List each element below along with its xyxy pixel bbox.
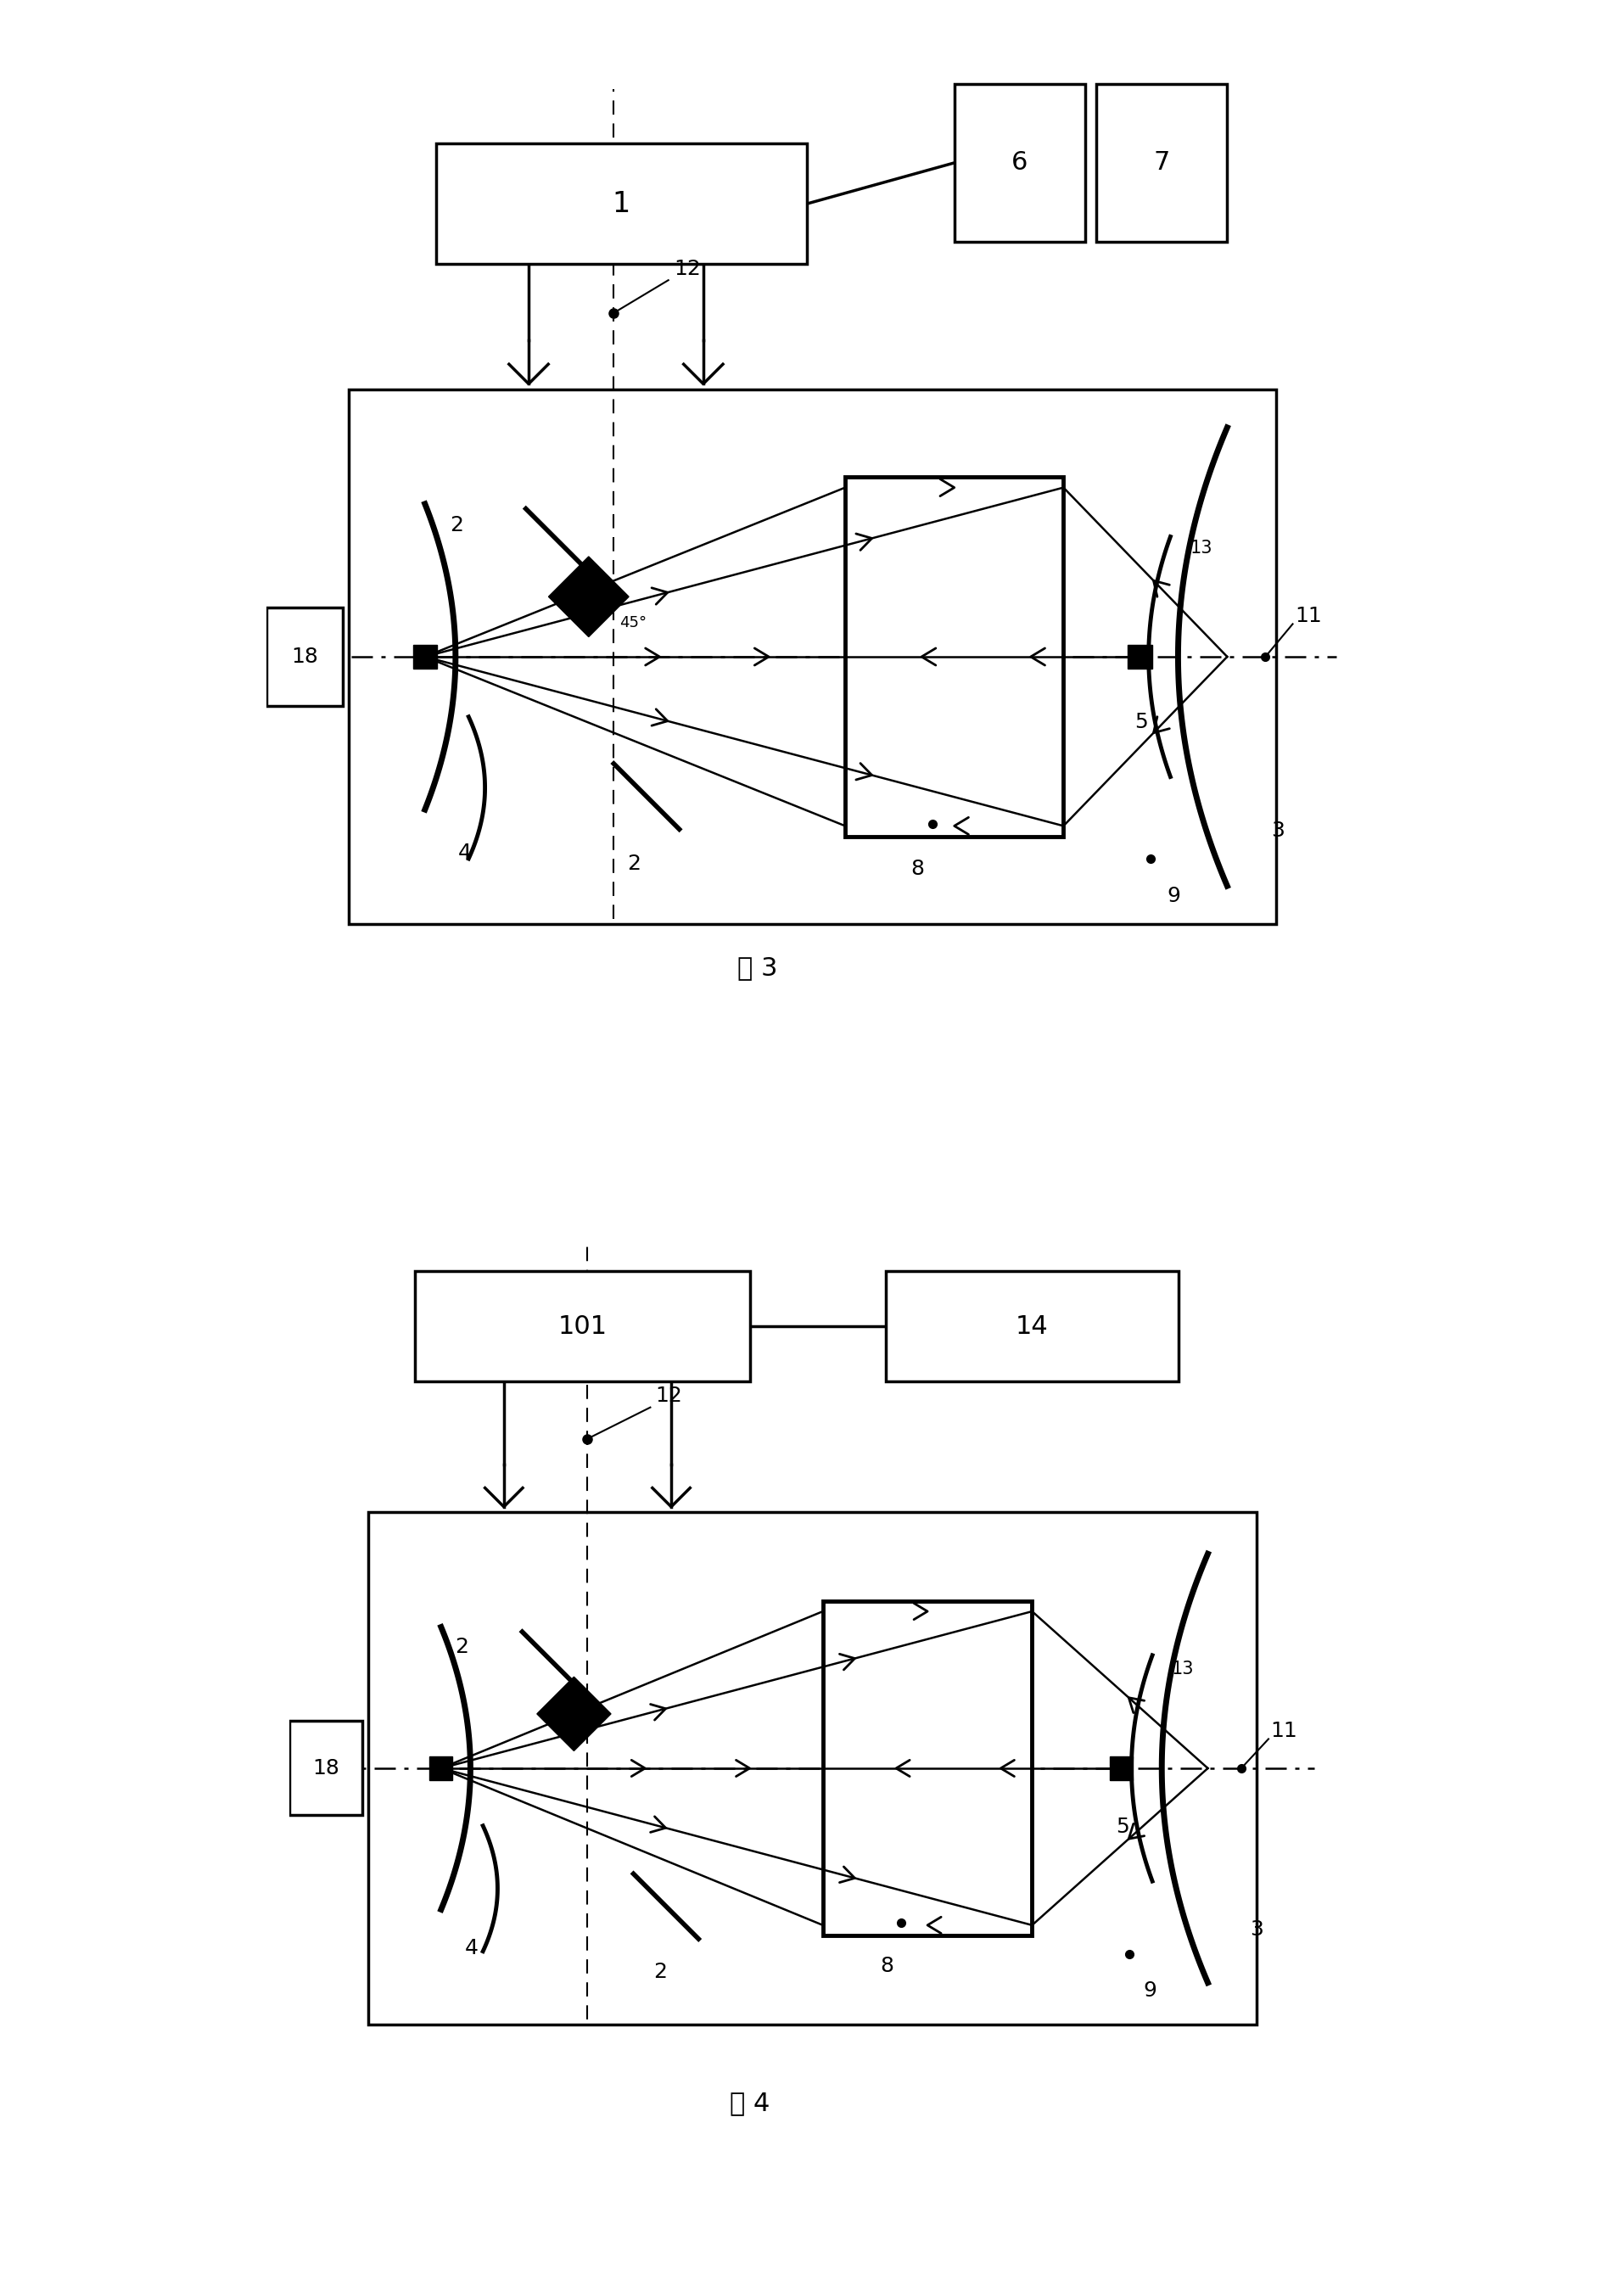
Text: 4: 4 — [464, 1937, 479, 1958]
Text: 2: 2 — [653, 1962, 667, 1981]
Text: 11: 11 — [1270, 1721, 1298, 1742]
Text: 2: 2 — [455, 1637, 468, 1658]
Text: 13: 13 — [1189, 539, 1212, 557]
Text: 7: 7 — [1153, 150, 1169, 175]
Bar — [414, 1271, 749, 1380]
Text: 9: 9 — [1166, 887, 1181, 907]
Text: 5: 5 — [1134, 712, 1147, 732]
Bar — [289, 1721, 362, 1815]
Text: 图 4: 图 4 — [729, 2090, 770, 2115]
Bar — [822, 1601, 1031, 1935]
Bar — [349, 389, 1275, 923]
Text: 图 3: 图 3 — [737, 955, 778, 980]
Polygon shape — [536, 1676, 611, 1751]
Text: 9: 9 — [1142, 1981, 1156, 2001]
Text: 5: 5 — [1116, 1817, 1129, 1837]
Text: 101: 101 — [557, 1314, 607, 1339]
Text: 3: 3 — [1249, 1919, 1262, 1940]
Text: 1: 1 — [612, 189, 630, 218]
Text: 8: 8 — [880, 1956, 893, 1976]
Text: 6: 6 — [1012, 150, 1028, 175]
Bar — [429, 1758, 453, 1781]
Bar — [953, 84, 1085, 241]
Polygon shape — [549, 557, 628, 637]
Bar — [844, 478, 1064, 837]
Text: 2: 2 — [627, 853, 640, 873]
Bar — [435, 143, 807, 264]
Bar — [1127, 646, 1151, 669]
Bar — [367, 1512, 1257, 2024]
Text: 13: 13 — [1171, 1660, 1194, 1678]
Text: 12: 12 — [654, 1387, 682, 1405]
Text: 14: 14 — [1015, 1314, 1047, 1339]
Bar — [412, 646, 437, 669]
Text: 18: 18 — [312, 1758, 339, 1778]
Bar — [885, 1271, 1177, 1380]
Text: 12: 12 — [674, 259, 700, 280]
Text: 18: 18 — [291, 646, 318, 666]
Text: 3: 3 — [1270, 821, 1283, 841]
Text: 8: 8 — [909, 860, 924, 880]
Bar — [266, 607, 343, 705]
Text: 11: 11 — [1294, 605, 1320, 625]
Bar — [1109, 1758, 1132, 1781]
Bar — [1096, 84, 1226, 241]
Text: 45°: 45° — [619, 616, 646, 630]
Text: 2: 2 — [450, 516, 463, 534]
Text: 4: 4 — [458, 844, 471, 862]
